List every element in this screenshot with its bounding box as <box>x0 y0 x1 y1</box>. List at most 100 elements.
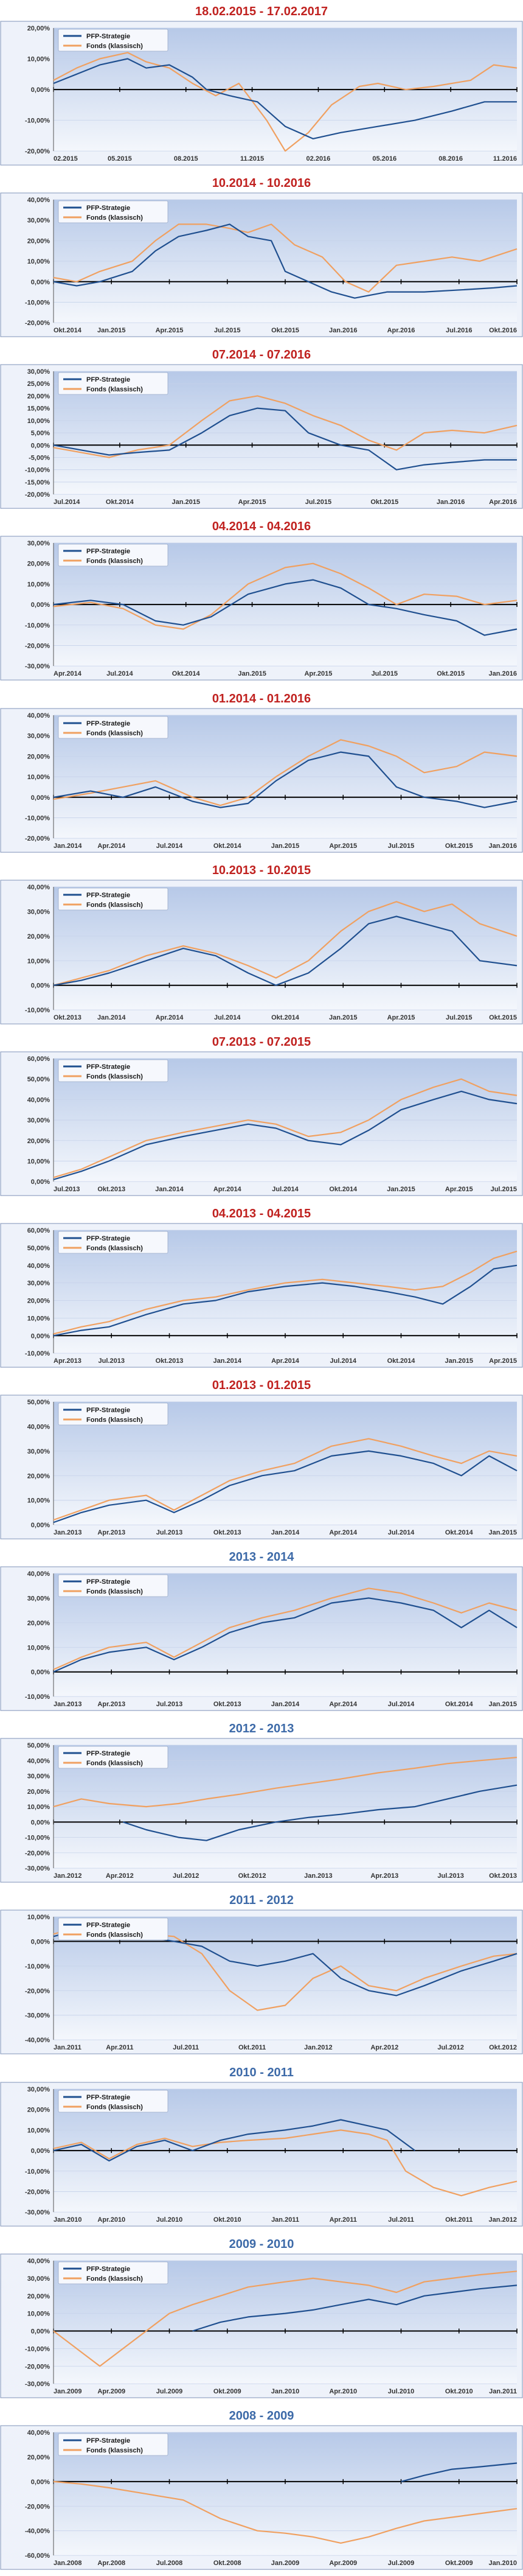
x-tick-label: Apr.2012 <box>370 2044 398 2051</box>
legend-label-strategy: PFP-Strategie <box>86 376 130 383</box>
x-tick-label: Okt.2014 <box>106 499 134 506</box>
series-line-fund <box>53 1587 518 1670</box>
legend-label-strategy: PFP-Strategie <box>86 2094 130 2101</box>
x-tick-label: Apr.2015 <box>387 1014 415 1021</box>
chart-title: 18.02.2015 - 17.02.2017 <box>195 5 328 18</box>
y-tick-label: 10,00% <box>27 56 50 63</box>
x-tick-label: Okt.2016 <box>489 327 517 334</box>
legend-label-strategy: PFP-Strategie <box>86 1235 130 1242</box>
y-tick-label: 0,00% <box>31 1669 50 1676</box>
y-tick-label: -10,00% <box>25 814 50 822</box>
x-tick-label: Jul.2013 <box>99 1357 125 1365</box>
series-line-strategy <box>53 915 518 986</box>
y-tick-label: -10,00% <box>25 1007 50 1014</box>
legend-label-fund: Fonds (klassisch) <box>86 2447 143 2454</box>
x-tick-label: Okt.2012 <box>238 1872 266 1880</box>
x-tick-label: Okt.2015 <box>445 842 473 850</box>
x-tick-label: Jan.2016 <box>489 670 517 677</box>
y-tick-label: 30,00% <box>27 368 50 376</box>
y-tick-label: -30,00% <box>25 663 50 670</box>
series-line-strategy <box>53 2119 416 2161</box>
legend: PFP-Strategie Fonds (klassisch) <box>58 2261 168 2284</box>
legend-label-fund: Fonds (klassisch) <box>86 2104 143 2111</box>
x-tick-label: Jan.2009 <box>54 2388 81 2395</box>
x-tick-label: Apr.2016 <box>387 327 415 334</box>
legend-box <box>58 1402 168 1426</box>
y-tick-label: 20,00% <box>27 2293 50 2300</box>
x-tick-label: Apr.2013 <box>54 1357 81 1365</box>
y-tick-label: -15,00% <box>25 479 50 486</box>
x-tick-label: Jan.2014 <box>155 1186 184 1193</box>
line-chart: 30,00% 20,00% 10,00% 0,00% -10,00% -20,00% -30… <box>0 2082 523 2227</box>
x-tick-label: 11.2016 <box>493 155 517 163</box>
x-tick-label: Jul.2013 <box>54 1186 80 1193</box>
x-tick-label: Jul.2009 <box>388 2560 414 2567</box>
x-tick-label: Jul.2009 <box>156 2388 182 2395</box>
x-tick-label: 02.2016 <box>307 155 331 163</box>
y-tick-label: 20,00% <box>27 1298 50 1305</box>
x-tick-label: Okt.2014 <box>54 327 82 334</box>
x-tick-label: Jan.2011 <box>489 2388 517 2395</box>
y-tick-label: 20,00% <box>27 753 50 760</box>
x-tick-label: Jan.2014 <box>54 842 82 850</box>
series-line-fund <box>53 2480 518 2544</box>
line-chart: 20,00% 10,00% 0,00% -10,00% -20,00% 02.2015 05… <box>0 21 523 166</box>
y-tick-label: -5,00% <box>29 454 50 461</box>
x-tick-label: Jul.2014 <box>106 670 133 677</box>
y-tick-label: 10,00% <box>27 774 50 781</box>
y-tick-label: -10,00% <box>25 622 50 629</box>
legend: PFP-Strategie Fonds (klassisch) <box>58 716 168 739</box>
x-tick-label: Apr.2014 <box>97 842 126 850</box>
x-tick-label: Jan.2010 <box>271 2388 299 2395</box>
y-tick-label: 20,00% <box>27 2454 50 2461</box>
x-tick-label: Okt.2011 <box>445 2216 473 2224</box>
x-tick-label: Jul.2011 <box>388 2216 414 2224</box>
y-tick-label: 30,00% <box>27 2275 50 2283</box>
y-tick-label: 30,00% <box>27 540 50 547</box>
chart-panel: 2010 - 2011 30,00% 20,00% 10,00% 0,00% -10,00… <box>0 2061 523 2233</box>
x-tick-label: Okt.2010 <box>445 2388 473 2395</box>
x-tick-label: Jul.2013 <box>156 1529 182 1536</box>
x-tick-label: Jan.2008 <box>54 2560 81 2567</box>
y-tick-label: 40,00% <box>27 2258 50 2265</box>
y-tick-label: 60,00% <box>27 1055 50 1063</box>
series-line-fund <box>53 739 518 807</box>
legend-box <box>58 29 168 52</box>
x-tick-label: Jan.2016 <box>437 499 465 506</box>
y-tick-label: -10,00% <box>25 117 50 125</box>
x-tick-label: Okt.2013 <box>156 1357 184 1365</box>
line-chart: 60,00% 50,00% 40,00% 30,00% 20,00% 10,00% 0,00… <box>0 1223 523 1368</box>
x-tick-label: Jan.2010 <box>54 2216 81 2224</box>
x-tick-label: Jul.2013 <box>156 1701 182 1708</box>
x-tick-label: Okt.2013 <box>489 1872 517 1880</box>
x-tick-label: Okt.2008 <box>213 2560 241 2567</box>
x-tick-label: Jan.2014 <box>97 1014 126 1021</box>
x-tick-label: Okt.2014 <box>329 1186 358 1193</box>
y-tick-label: 30,00% <box>27 908 50 915</box>
x-tick-label: Jan.2015 <box>271 842 299 850</box>
chart-panel: 2011 - 2012 10,00% 0,00% -10,00% -20,00% -30,… <box>0 1889 523 2060</box>
series-line-fund <box>53 562 518 630</box>
series-line-strategy <box>53 58 517 139</box>
line-chart: 40,00% 30,00% 20,00% 10,00% 0,00% -10,00% Okt.… <box>0 880 523 1024</box>
y-tick-label: 20,00% <box>27 933 50 940</box>
legend-label-strategy: PFP-Strategie <box>86 1922 130 1929</box>
x-tick-label: Jan.2016 <box>329 327 357 334</box>
legend: PFP-Strategie Fonds (klassisch) <box>58 1059 168 1082</box>
y-tick-label: 20,00% <box>27 1472 50 1480</box>
y-tick-label: 20,00% <box>27 237 50 245</box>
chart-panel: 04.2013 - 04.2015 60,00% 50,00% 40,00% 30,00… <box>0 1202 523 1374</box>
y-tick-label: -20,00% <box>25 2188 50 2196</box>
y-tick-label: 10,00% <box>27 1914 50 1921</box>
y-tick-label: 0,00% <box>31 1178 50 1186</box>
legend-label-strategy: PFP-Strategie <box>86 33 130 40</box>
legend: PFP-Strategie Fonds (klassisch) <box>58 29 168 52</box>
x-tick-label: Apr.2010 <box>97 2216 125 2224</box>
y-tick-label: -20,00% <box>25 2503 50 2510</box>
x-tick-label: Apr.2009 <box>97 2388 125 2395</box>
y-tick-label: 0,00% <box>31 2479 50 2486</box>
legend-label-strategy: PFP-Strategie <box>86 1578 130 1586</box>
chart-title: 07.2013 - 07.2015 <box>212 1035 311 1049</box>
chart-panel: 10.2013 - 10.2015 40,00% 30,00% 20,00% 10,00… <box>0 859 523 1031</box>
y-tick-label: 20,00% <box>27 1620 50 1627</box>
